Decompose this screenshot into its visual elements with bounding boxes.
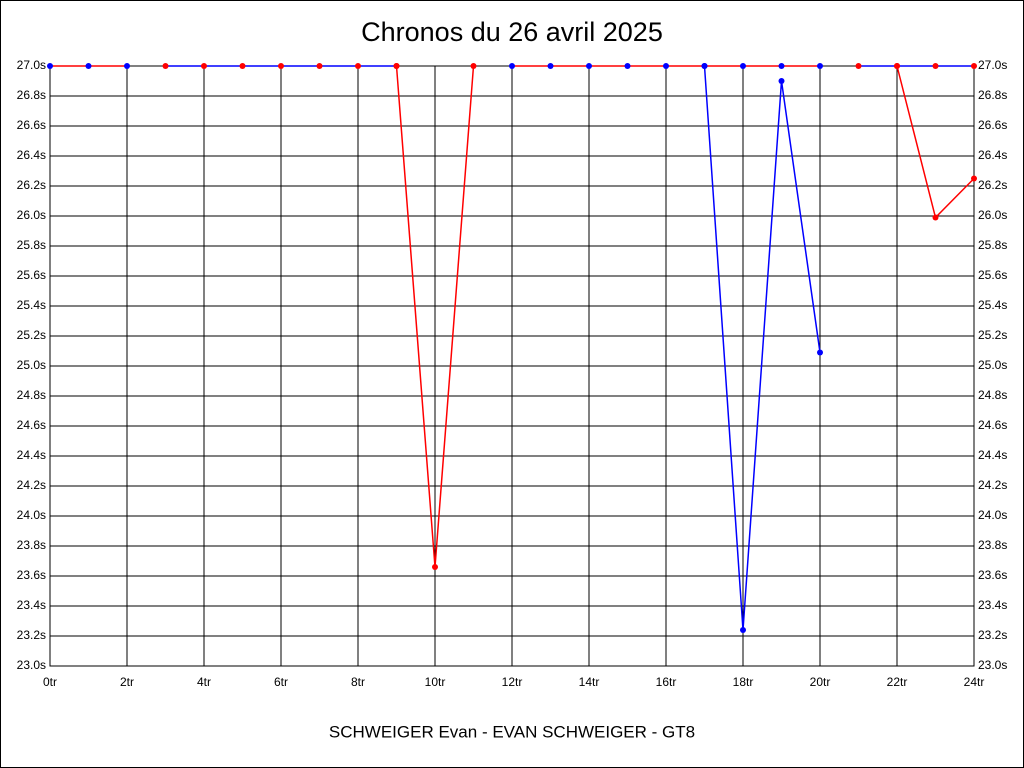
data-point [932, 63, 939, 69]
x-tick-label: 16tr [656, 675, 677, 689]
y-tick-label: 25.0s [17, 358, 46, 372]
data-point [470, 63, 477, 69]
y2-tick-label: 24.4s [978, 448, 1007, 462]
data-point [971, 63, 977, 69]
data-point [624, 63, 631, 69]
data-point [740, 63, 746, 69]
y-tick-label: 26.2s [17, 178, 46, 192]
data-point [316, 63, 323, 69]
data-point [740, 627, 746, 633]
y2-tick-label: 25.8s [978, 238, 1007, 252]
data-point [432, 564, 438, 570]
x-tick-label: 2tr [120, 675, 134, 689]
y2-tick-label: 26.2s [978, 178, 1007, 192]
series-line [703, 65, 821, 631]
data-point [778, 63, 785, 69]
y2-tick-label: 27.0s [978, 58, 1007, 72]
x-tick-label: 4tr [197, 675, 211, 689]
data-point [355, 63, 361, 69]
y-tick-label: 25.8s [17, 238, 46, 252]
x-tick-label: 14tr [579, 675, 600, 689]
y2-tick-label: 26.0s [978, 208, 1007, 222]
y-tick-label: 23.6s [17, 568, 46, 582]
y2-tick-label: 25.4s [978, 298, 1007, 312]
y2-tick-label: 23.4s [978, 598, 1007, 612]
x-tick-label: 24tr [964, 675, 985, 689]
data-point [971, 175, 977, 182]
y-tick-label: 23.0s [17, 658, 46, 672]
y-tick-label: 24.2s [17, 478, 46, 492]
data-point [47, 63, 53, 69]
y2-tick-label: 26.8s [978, 88, 1007, 102]
data-point [817, 63, 823, 69]
x-tick-label: 10tr [425, 675, 446, 689]
x-axis-label: SCHWEIGER Evan - EVAN SCHWEIGER - GT8 [329, 722, 695, 741]
chart-title: Chronos du 26 avril 2025 [361, 17, 663, 47]
y2-tick-label: 26.4s [978, 148, 1007, 162]
y2-tick-label: 24.6s [978, 418, 1007, 432]
y-tick-label: 23.4s [17, 598, 46, 612]
y2-tick-label: 23.6s [978, 568, 1007, 582]
y-tick-label: 25.2s [17, 328, 46, 342]
data-point [586, 63, 592, 69]
data-point [85, 63, 92, 69]
x-tick-label: 0tr [43, 675, 57, 689]
y-tick-label: 24.6s [17, 418, 46, 432]
y-tick-label: 26.4s [17, 148, 46, 162]
data-point [124, 63, 130, 69]
data-point [278, 63, 284, 69]
y2-tick-label: 26.6s [978, 118, 1007, 132]
y2-tick-label: 25.2s [978, 328, 1007, 342]
y2-tick-label: 24.2s [978, 478, 1007, 492]
y2-tick-label: 23.2s [978, 628, 1007, 642]
data-point [932, 214, 939, 221]
y-tick-label: 25.6s [17, 268, 46, 282]
data-point [778, 78, 785, 84]
data-point [201, 63, 207, 69]
data-point [509, 63, 515, 69]
x-tick-label: 12tr [502, 675, 523, 689]
y-tick-label: 26.0s [17, 208, 46, 222]
data-point [701, 63, 708, 69]
y-tick-label: 24.4s [17, 448, 46, 462]
y-tick-label: 25.4s [17, 298, 46, 312]
data-point [817, 349, 823, 356]
data-point [162, 63, 169, 69]
x-tick-label: 6tr [274, 675, 288, 689]
y-tick-label: 23.8s [17, 538, 46, 552]
data-point [547, 63, 554, 69]
y2-tick-label: 23.8s [978, 538, 1007, 552]
y2-tick-label: 24.8s [978, 388, 1007, 402]
y-tick-label: 23.2s [17, 628, 46, 642]
y2-tick-label: 23.0s [978, 658, 1007, 672]
data-point [894, 63, 900, 69]
data-point [393, 63, 400, 69]
x-tick-label: 8tr [351, 675, 365, 689]
x-tick-label: 22tr [887, 675, 908, 689]
y-tick-label: 24.8s [17, 388, 46, 402]
data-point [855, 63, 862, 69]
data-point [663, 63, 669, 69]
data-point [239, 63, 246, 69]
y-tick-label: 24.0s [17, 508, 46, 522]
y2-tick-label: 25.6s [978, 268, 1007, 282]
x-tick-label: 18tr [733, 675, 754, 689]
y2-tick-label: 24.0s [978, 508, 1007, 522]
x-tick-label: 20tr [810, 675, 831, 689]
y-tick-label: 26.6s [17, 118, 46, 132]
y2-tick-label: 25.0s [978, 358, 1007, 372]
y-tick-label: 26.8s [17, 88, 46, 102]
y-tick-label: 27.0s [17, 58, 46, 72]
